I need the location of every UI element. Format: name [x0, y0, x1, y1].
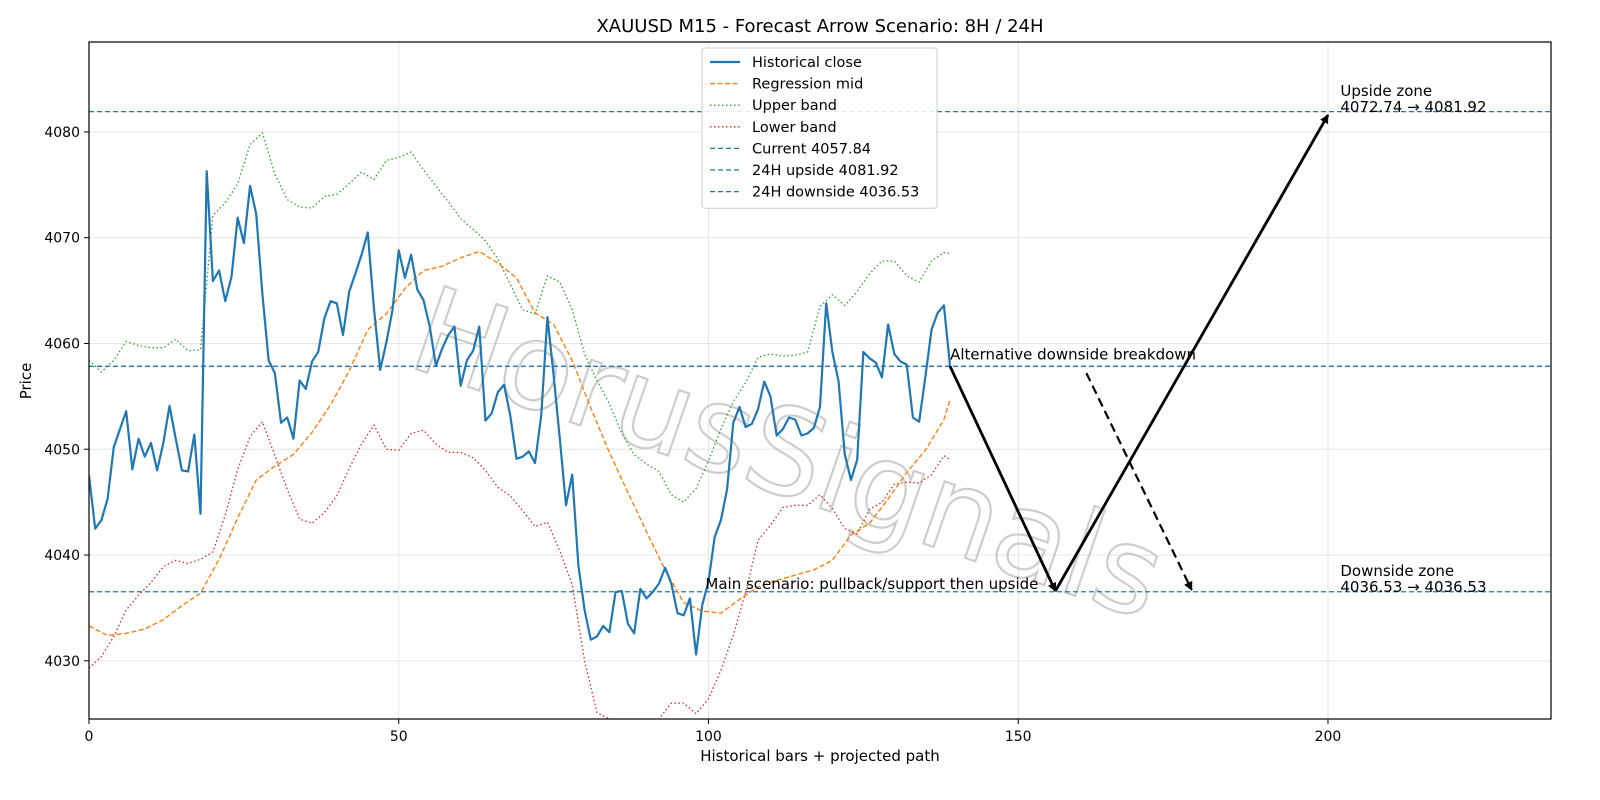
arrows-layer — [948, 114, 1330, 592]
legend-box — [701, 47, 938, 209]
annotation-4: Downside zone — [1340, 562, 1454, 580]
y-tick-label: 4070 — [44, 231, 80, 247]
y-tick-label: 4030 — [44, 654, 80, 670]
annotation-1: Main scenario: pullback/support then ups… — [705, 575, 1038, 593]
legend-label-downside: 24H downside 4036.53 — [752, 185, 919, 201]
annotation-3: 4072.74 → 4081.92 — [1340, 98, 1486, 116]
legend-label-historical: Historical close — [752, 55, 862, 71]
legend-label-regression: Regression mid — [752, 77, 863, 93]
arrow-main-down — [948, 365, 1057, 592]
annotations-layer: Alternative downside breakdown Main scena… — [705, 82, 1486, 596]
annotation-5: 4036.53 → 4036.53 — [1340, 578, 1486, 596]
x-axis-label: Historical bars + projected path — [700, 747, 940, 765]
series-historical — [89, 169, 952, 656]
y-tick-label: 4080 — [44, 125, 80, 141]
series-regression — [89, 250, 951, 637]
legend-label-upper: Upper band — [752, 98, 837, 114]
x-tick-label: 0 — [85, 729, 94, 745]
legend-label-current: Current 4057.84 — [752, 141, 871, 157]
annotation-0: Alternative downside breakdown — [950, 345, 1196, 363]
y-axis-label: Price — [17, 363, 35, 400]
series-upper — [89, 132, 951, 503]
y-tick-label: 4040 — [44, 548, 80, 564]
x-tick-label: 50 — [390, 729, 408, 745]
ticks-layer: 0 50 100 150 200 4030 4040 4050 4060 4070 4080 — [44, 125, 1341, 745]
x-tick-label: 150 — [1005, 729, 1032, 745]
legend-label-lower: Lower band — [752, 120, 837, 136]
y-tick-label: 4050 — [44, 442, 80, 458]
legend-label-upside: 24H upside 4081.92 — [752, 163, 899, 179]
plot-frame — [88, 41, 1552, 720]
chart-title: XAUUSD M15 - Forecast Arrow Scenario: 8H… — [596, 16, 1043, 37]
arrow-main-up — [1054, 114, 1330, 592]
series-layer — [89, 132, 952, 719]
legend: Historical close Regression mid Upper band… — [701, 47, 938, 209]
annotation-2: Upside zone — [1340, 82, 1432, 100]
x-tick-label: 200 — [1315, 729, 1342, 745]
y-tick-label: 4060 — [44, 336, 80, 352]
arrow-alt-down — [1085, 372, 1193, 591]
x-tick-label: 100 — [695, 729, 722, 745]
